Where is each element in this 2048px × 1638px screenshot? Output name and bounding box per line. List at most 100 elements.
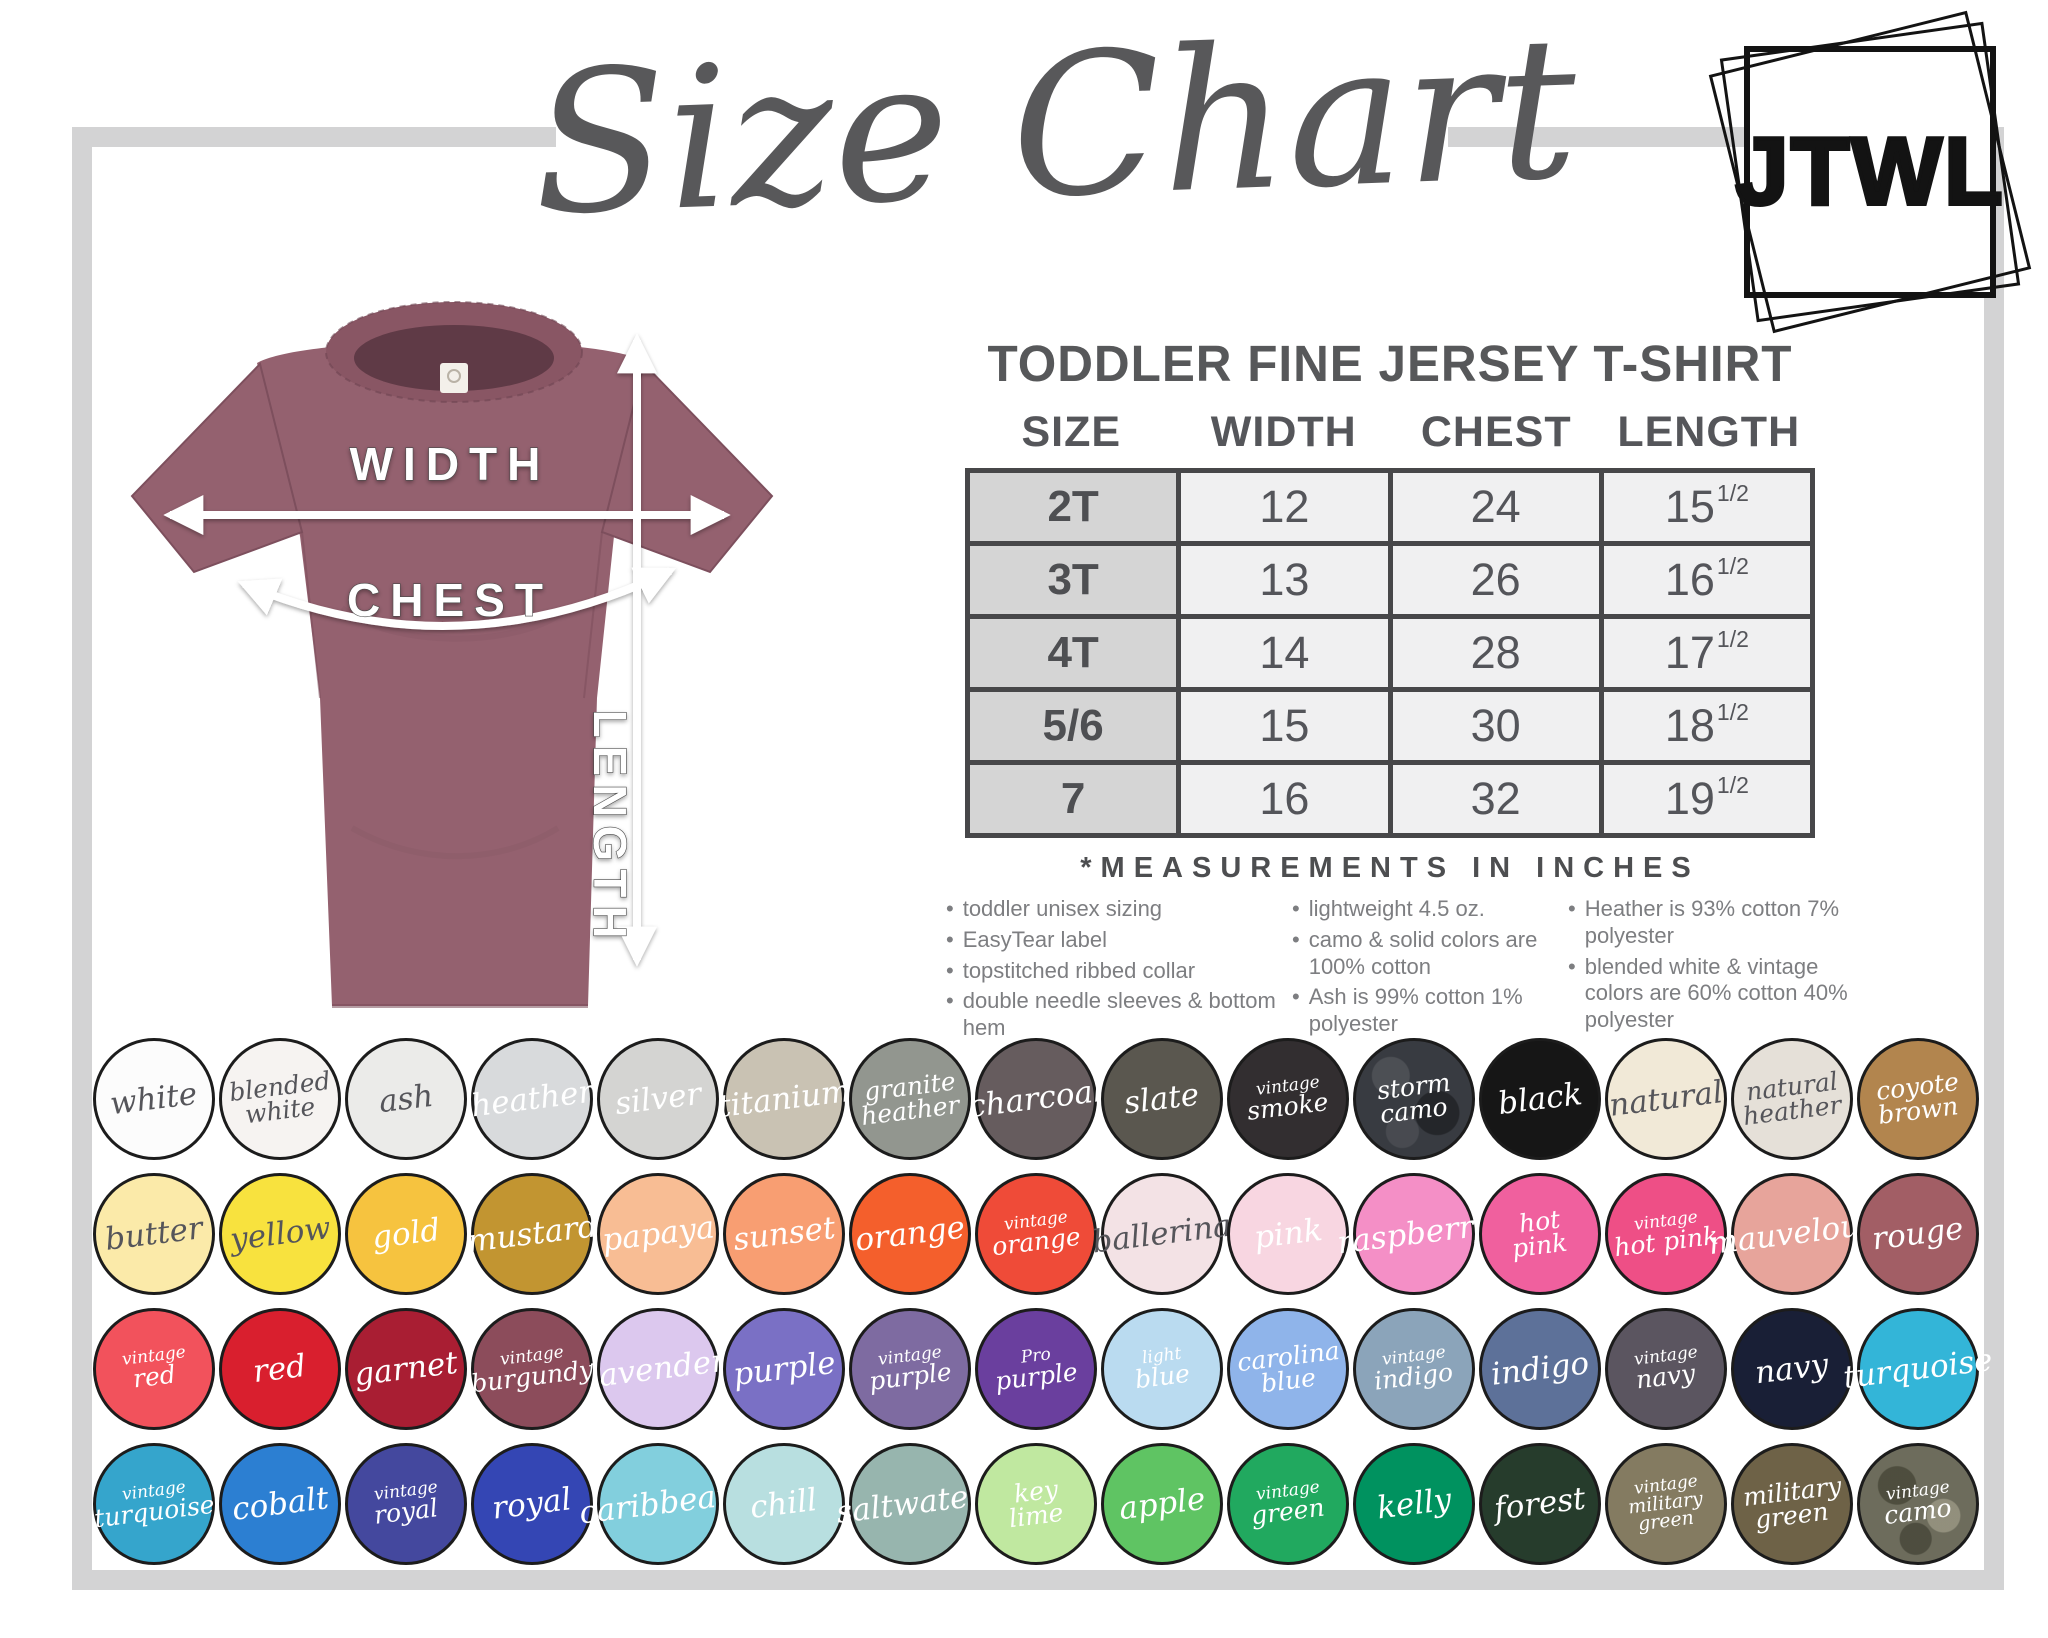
feature-list-2: • lightweight 4.5 oz. • camo & solid colors… [1292,896,1550,1042]
chest-cell: 32 [1392,765,1599,833]
swatch-row: butter yellow gold mustard papaya sunset orang… [93,1173,1993,1295]
color-swatch-pink: pink [1227,1173,1349,1295]
swatch-label: black [1495,1075,1585,1122]
color-swatch-grid: white blended white ash heather silver titaniu… [92,1038,1995,1578]
chest-cell: 28 [1392,619,1599,687]
color-swatch-vintage-royal: vintage royal [345,1443,467,1565]
half-fraction: 1/2 [1716,698,1749,725]
color-swatch-ballerina: ballerina [1090,1173,1233,1295]
feature-text: Ash is 99% cotton 1% polyester [1308,984,1523,1037]
color-swatch-hot-pink: hot pink [1479,1173,1601,1295]
color-swatch-ash: ash [345,1038,467,1160]
feature-item: • double needle sleeves & bottom hem [946,988,1276,1042]
width-cell: 16 [1181,765,1388,833]
swatch-label: saltwater [834,1476,986,1531]
color-swatch-vintage-red: vintage red [93,1308,215,1430]
color-swatch-light-blue: light blue [1101,1308,1223,1430]
length-cell: 16 1/2 [1603,546,1810,614]
feature-item: • lightweight 4.5 oz. [1292,896,1550,923]
color-swatch-black: black [1479,1038,1601,1160]
swatch-label: green [1249,1492,1327,1531]
swatch-label: indigo [1489,1344,1591,1393]
color-swatch-natural: natural [1605,1038,1727,1160]
length-cell: 19 1/2 [1603,765,1810,833]
color-swatch-vintage-purple: vintage purple [849,1308,971,1430]
color-swatch-storm-camo: storm camo [1353,1038,1475,1160]
color-swatch-vintage-smoke: vintage smoke [1227,1038,1349,1160]
color-swatch-apple: apple [1101,1443,1223,1565]
column-header-size: SIZE [1021,408,1122,456]
size-cell: 7 [970,765,1177,833]
color-swatch-vintage-orange: vintage orange [975,1173,1097,1295]
measurement-arrows: WIDTH CHEST LENGTH [163,333,731,967]
swatch-label: apple [1116,1480,1208,1527]
swatch-label: pink [1510,1227,1570,1264]
color-swatch-lavender: lavender [588,1308,728,1430]
swatch-label: caribbean [577,1476,739,1532]
half-fraction: 1/2 [1716,552,1749,579]
feature-text: toddler unisex sizing [962,896,1163,921]
swatch-label: red [251,1347,309,1390]
swatch-label: royal [490,1481,574,1527]
color-swatch-mustard: mustard [465,1173,599,1295]
bullet-dot: • [1292,896,1300,921]
swatch-label: red [130,1359,177,1394]
bullet-dot: • [1568,953,1576,979]
size-cell: 3T [970,546,1177,614]
feature-item: • Heather is 93% cotton 7% polyester [1568,896,1858,950]
neck-label [440,363,468,393]
feature-item: • Ash is 99% cotton 1% polyester [1292,984,1550,1038]
column-header-width: WIDTH [1210,408,1357,456]
bullet-dot: • [946,896,954,921]
chest-label: CHEST [347,574,553,626]
color-swatch-mauvelous: mauvelous [1706,1173,1878,1295]
feature-list-3: • Heather is 93% cotton 7% polyester • blen… [1568,896,1858,1038]
swatch-label: burgundy [469,1354,595,1399]
table-column-headers: SIZE WIDTH CHEST LENGTH [965,408,1815,457]
color-swatch-vintage-hot-pink: vintage hot pink [1605,1173,1727,1295]
swatch-label: rouge [1870,1210,1966,1258]
swatch-label: yellow [227,1209,333,1258]
color-swatch-vintage-turquoise: vintage turquoise [92,1443,216,1565]
bullet-dot: • [1292,926,1300,952]
color-swatch-carolina-blue: carolina blue [1227,1308,1349,1430]
swatch-label: navy [1634,1358,1698,1395]
color-swatch-vintage-green: vintage green [1227,1443,1349,1565]
length-cell: 17 1/2 [1603,619,1810,687]
swatch-label: purple [993,1357,1079,1397]
feature-item: • topstitched ribbed collar [946,958,1276,985]
swatch-label: silver [612,1075,704,1122]
color-swatch-caribbean: caribbean [578,1443,738,1565]
swatch-label: orange [853,1209,967,1259]
color-swatch-coyote-brown: coyote brown [1857,1038,1979,1160]
color-swatch-vintage-military-green: vintage military green [1605,1443,1727,1565]
swatch-label: green [1753,1496,1831,1535]
feature-text: blended white & vintage colors are 60% c… [1584,953,1848,1033]
half-fraction: 1/2 [1716,479,1749,506]
swatch-label: camo [1378,1091,1450,1130]
jtwl-logo: JTWL [1708,10,2032,338]
width-cell: 13 [1181,546,1388,614]
swatch-label: heather [469,1073,595,1125]
color-swatch-royal: royal [471,1443,593,1565]
swatch-label: papaya [599,1209,717,1259]
color-swatch-military-green: military green [1731,1443,1853,1565]
color-swatch-forest: forest [1479,1443,1601,1565]
swatch-label: purple [730,1344,838,1393]
swatch-label: orange [990,1221,1082,1262]
size-cell: 2T [970,473,1177,541]
chest-arrow [237,567,677,630]
swatch-label: camo [1882,1493,1954,1531]
color-swatch-butter: butter [93,1173,215,1295]
color-swatch-slate: slate [1101,1038,1223,1160]
feature-item: • blended white & vintage colors are 60% … [1568,954,1858,1034]
swatch-label: royal [372,1493,440,1530]
column-header-length: LENGTH [1617,408,1801,456]
swatch-label: forest [1492,1480,1588,1528]
swatch-label: mustard [464,1207,600,1260]
color-swatch-papaya: papaya [597,1173,719,1295]
page-frame-border [72,127,2004,1590]
swatch-label: pink [1251,1211,1325,1256]
swatch-label: green [1636,1507,1696,1536]
color-swatch-garnet: garnet [345,1308,467,1430]
